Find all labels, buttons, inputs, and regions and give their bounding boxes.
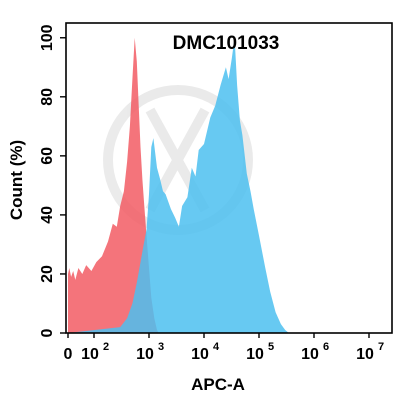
x-tick-label: 10 [246,346,264,363]
x-axis-title: APC-A [191,375,245,394]
y-tick-label: 0 [39,328,56,337]
series-area-1 [68,37,289,334]
series-layer [68,37,289,334]
x-tick-label: 10 [356,346,374,363]
y-tick-label: 80 [39,88,56,106]
x-tick-label: 10 [191,346,209,363]
y-axis-title: Count (%) [7,140,26,220]
y-tick-label: 20 [39,265,56,283]
x-tick-label: 0 [64,346,73,363]
chart-title: DMC101033 [173,33,280,54]
x-tick-exponent: 7 [378,341,384,353]
y-tick-label: 60 [39,147,56,165]
x-tick-exponent: 2 [103,341,109,353]
x-tick-exponent: 3 [158,341,164,353]
x-tick-exponent: 5 [268,341,274,353]
y-axis: 0 20 40 60 80 100 [39,24,66,337]
y-tick-label: 40 [39,206,56,224]
x-tick-exponent: 4 [213,341,220,353]
series-area-0 [68,37,159,334]
x-axis: 0102103104105106107108 [64,333,384,363]
x-tick-label: 10 [301,346,319,363]
x-tick-label: 10 [136,346,154,363]
plot-frame [65,22,393,334]
x-tick-label: 10 [81,346,99,363]
x-tick-exponent: 6 [323,341,329,353]
y-tick-label: 100 [39,24,56,51]
